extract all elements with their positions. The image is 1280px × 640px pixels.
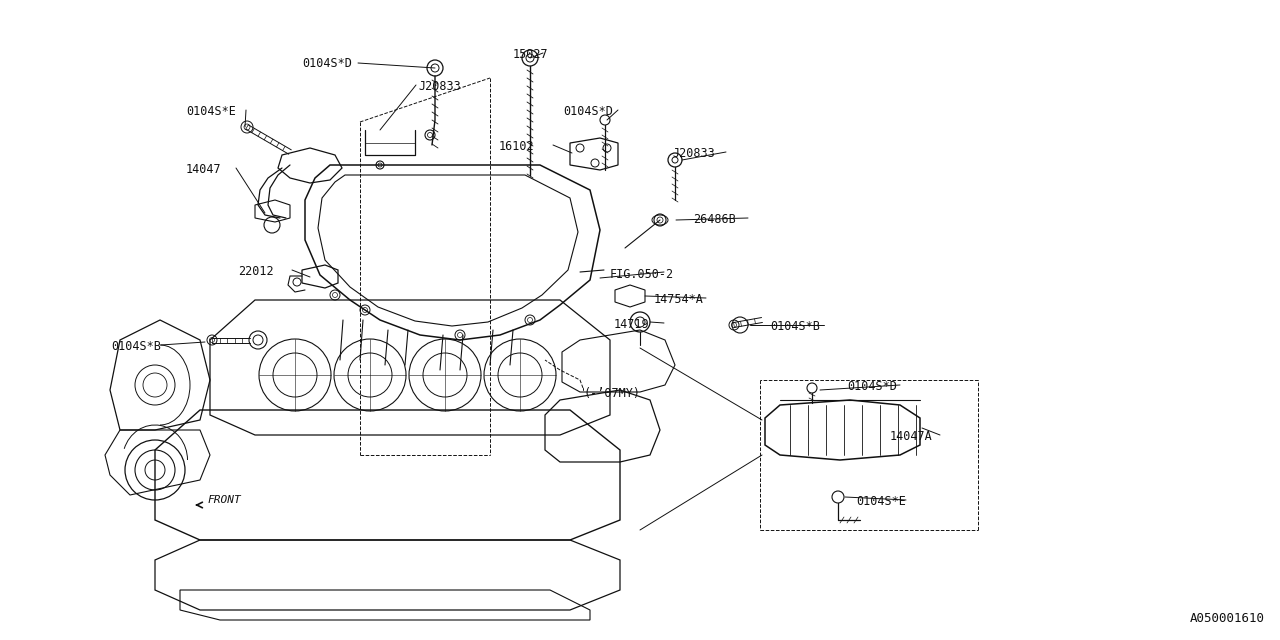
Text: 0104S*E: 0104S*E bbox=[186, 105, 236, 118]
Text: FIG.050-2: FIG.050-2 bbox=[611, 268, 675, 281]
Text: 0104S*D: 0104S*D bbox=[847, 380, 897, 393]
Text: 0104S*D: 0104S*D bbox=[302, 57, 352, 70]
Text: 0104S*E: 0104S*E bbox=[856, 495, 906, 508]
Text: 26486B: 26486B bbox=[692, 213, 736, 226]
Text: 0104S*B: 0104S*B bbox=[111, 340, 161, 353]
Text: 15027: 15027 bbox=[513, 48, 549, 61]
Text: FRONT: FRONT bbox=[207, 495, 242, 505]
Text: 0104S*B: 0104S*B bbox=[771, 320, 820, 333]
Text: 14047: 14047 bbox=[186, 163, 221, 176]
Text: A050001610: A050001610 bbox=[1190, 612, 1265, 625]
Text: 16102: 16102 bbox=[499, 140, 535, 153]
Text: 14047A: 14047A bbox=[890, 430, 933, 443]
Text: 14754*A: 14754*A bbox=[654, 293, 704, 306]
Text: J20833: J20833 bbox=[419, 80, 461, 93]
Text: 14719: 14719 bbox=[614, 318, 650, 331]
Text: J20833: J20833 bbox=[672, 147, 714, 160]
Text: (-’07MY): (-’07MY) bbox=[582, 387, 640, 400]
Text: 0104S*D: 0104S*D bbox=[563, 105, 613, 118]
Text: 22012: 22012 bbox=[238, 265, 274, 278]
